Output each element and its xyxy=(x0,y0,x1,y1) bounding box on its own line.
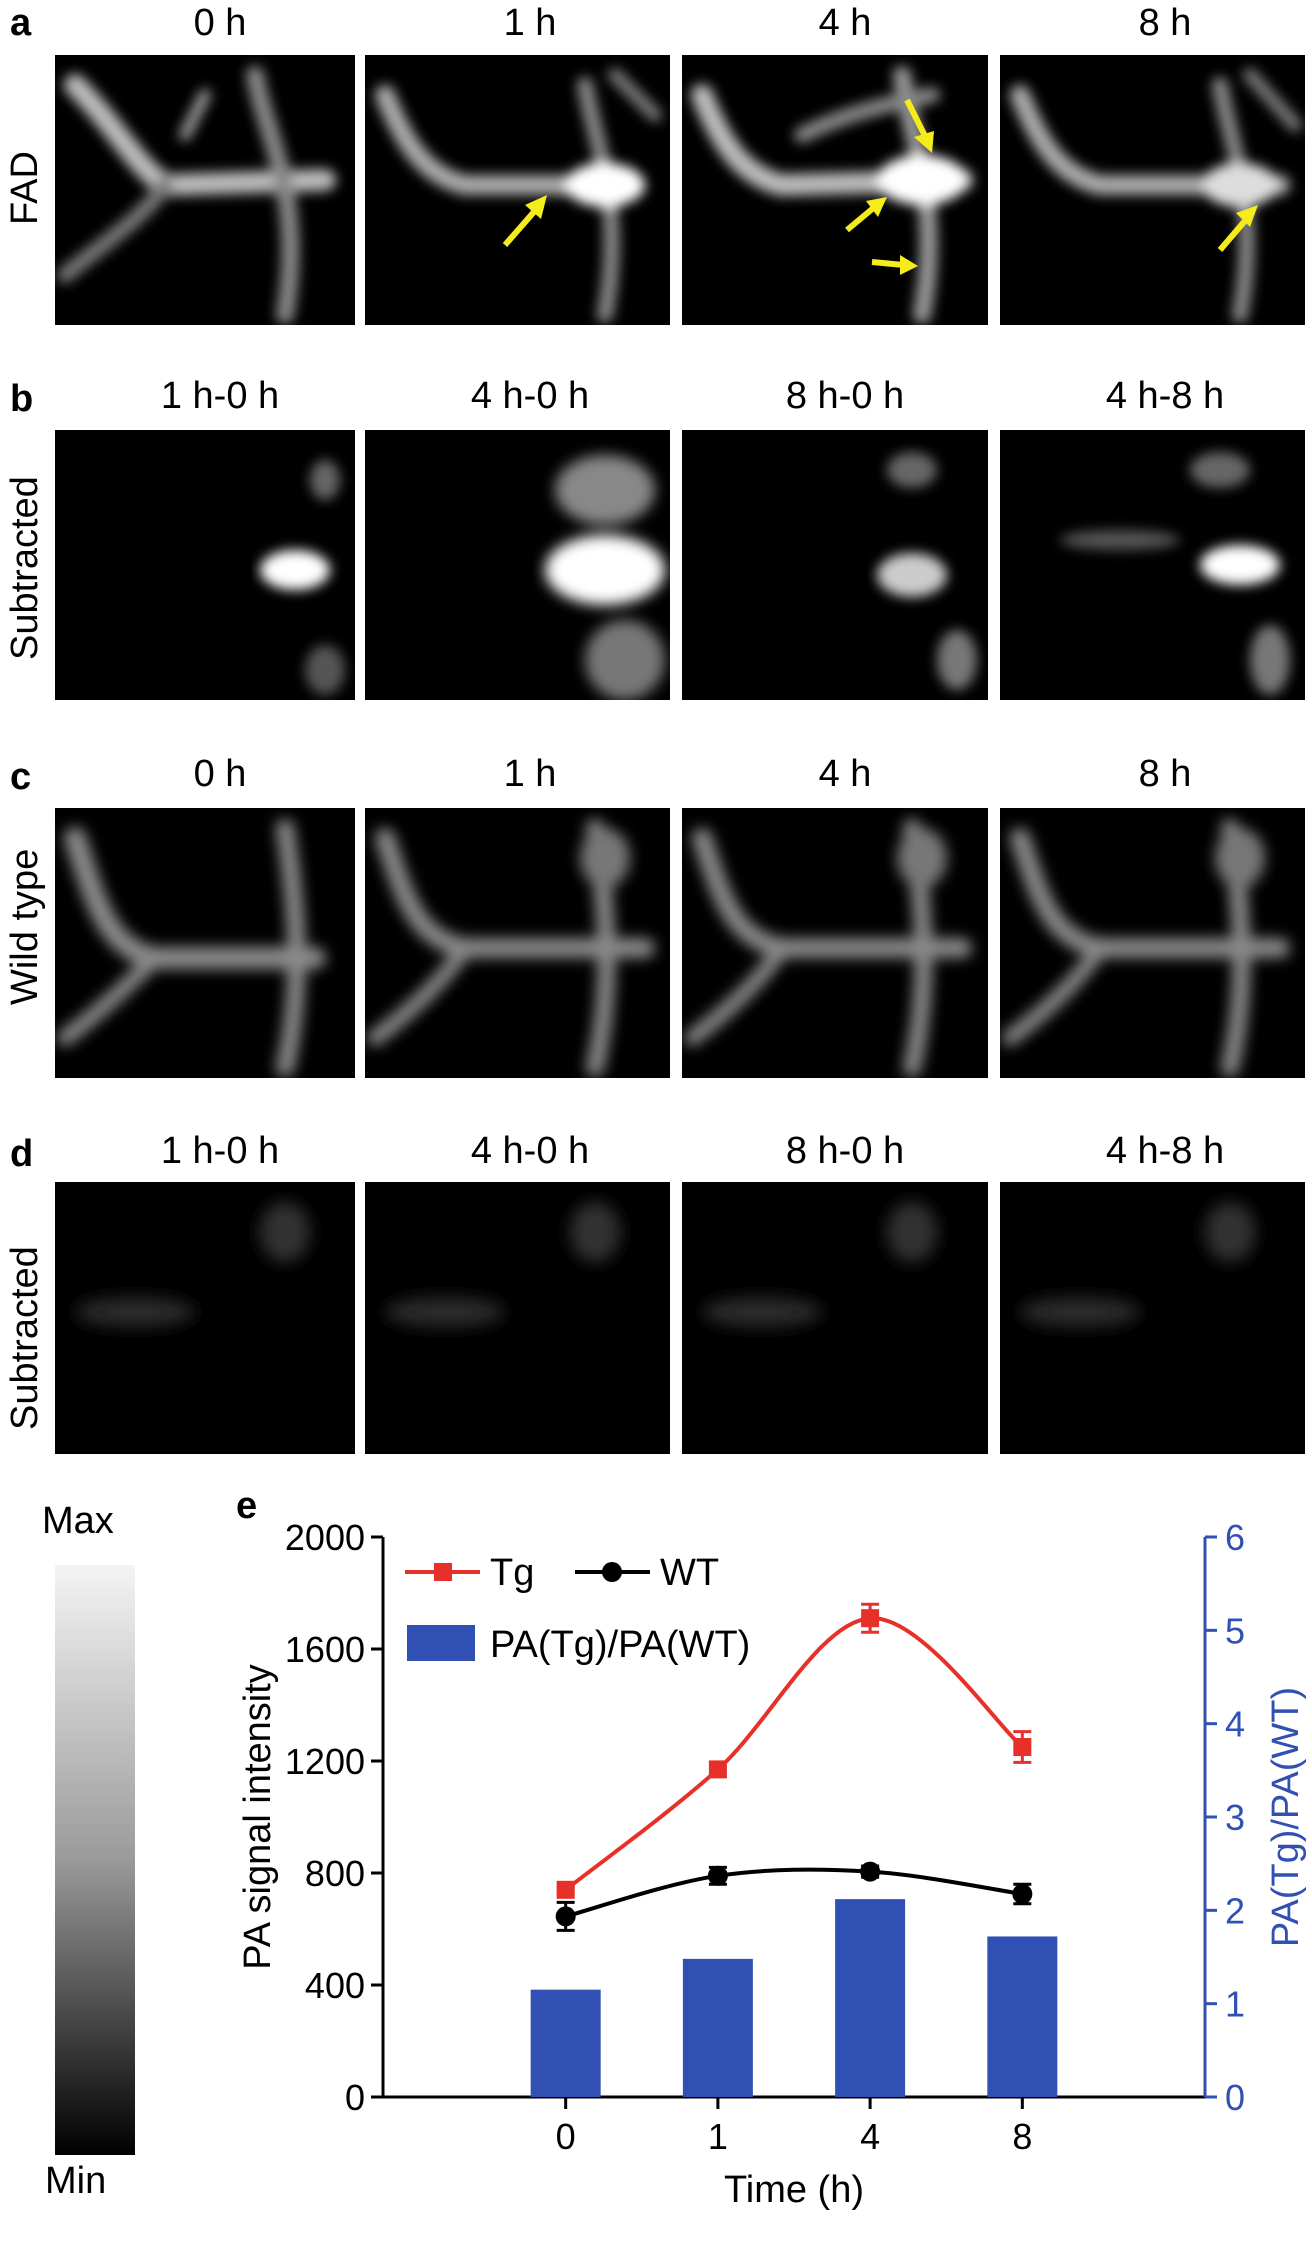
col-label-d0: 1 h-0 h xyxy=(160,1130,280,1172)
panel-letter-d: d xyxy=(10,1133,34,1175)
col-label-a0: 0 h xyxy=(193,2,247,44)
panel-letter-b: b xyxy=(10,378,34,420)
series-line-wt xyxy=(565,1867,1023,1919)
pa-image-fad-0h xyxy=(55,55,355,325)
col-label-c2: 4 h xyxy=(818,753,872,795)
legend-label-ratio: PA(Tg)/PA(WT) xyxy=(490,1624,750,1666)
pa-image-wt-0h xyxy=(55,808,355,1078)
y2-tick-label: 6 xyxy=(1225,1517,1245,1558)
y-tick-label: 0 xyxy=(345,2077,365,2118)
y-tick-label: 1200 xyxy=(285,1741,365,1782)
data-point xyxy=(708,1760,727,1779)
y-tick-label: 400 xyxy=(305,1965,365,2006)
ratio-bar xyxy=(530,1989,601,2097)
row-label-d: Subtracted xyxy=(4,1246,46,1430)
pa-image-sub-4h-8h xyxy=(1000,430,1305,700)
data-point xyxy=(860,1861,881,1882)
col-label-d1: 4 h-0 h xyxy=(470,1130,590,1172)
y2-axis-label: PA(Tg)/PA(WT) xyxy=(1265,1687,1307,1947)
x-tick-label: 4 xyxy=(860,2116,880,2157)
pa-image-fad-4h xyxy=(682,55,988,325)
col-label-a3: 8 h xyxy=(1138,2,1192,44)
row-label-a: FAD xyxy=(4,151,46,225)
data-point xyxy=(707,1865,728,1886)
x-tick-label: 8 xyxy=(1012,2116,1032,2157)
colorbar-max-label: Max xyxy=(42,1500,114,1542)
y2-tick-label: 4 xyxy=(1225,1704,1245,1745)
y2-tick-label: 2 xyxy=(1225,1890,1245,1931)
colorbar xyxy=(55,1565,135,2155)
legend-marker-tg xyxy=(434,1563,452,1581)
pa-image-wtsub-4h-0h xyxy=(365,1182,670,1454)
data-point xyxy=(1012,1884,1033,1904)
col-label-b1: 4 h-0 h xyxy=(470,375,590,417)
series-line-tg xyxy=(564,1616,1024,1892)
data-point xyxy=(861,1609,880,1628)
row-label-c: Wild type xyxy=(4,848,46,1005)
col-label-c3: 8 h xyxy=(1138,753,1192,795)
y-tick-label: 2000 xyxy=(285,1517,365,1558)
x-axis-label: Time (h) xyxy=(724,2169,864,2211)
pa-image-fad-1h xyxy=(365,55,670,325)
pa-image-fad-8h xyxy=(1000,55,1305,325)
col-label-c0: 0 h xyxy=(193,753,247,795)
y2-tick-label: 5 xyxy=(1225,1610,1245,1651)
col-label-a1: 1 h xyxy=(503,2,557,44)
col-label-c1: 1 h xyxy=(503,753,557,795)
legend-marker-wt xyxy=(602,1562,622,1582)
ratio-bar xyxy=(987,1936,1058,2097)
colorbar-min-label: Min xyxy=(45,2160,107,2202)
panel-letter-a: a xyxy=(10,2,32,44)
data-point xyxy=(555,1906,576,1927)
x-tick-label: 1 xyxy=(708,2116,728,2157)
col-label-a2: 4 h xyxy=(818,2,872,44)
pa-image-sub-1h-0h xyxy=(55,430,355,700)
col-label-b2: 8 h-0 h xyxy=(785,375,905,417)
y-tick-label: 1600 xyxy=(285,1629,365,1670)
panel-letter-c: c xyxy=(10,756,32,798)
y2-tick-label: 1 xyxy=(1225,1984,1245,2025)
legend-marker-ratio xyxy=(407,1625,475,1661)
pa-image-wtsub-1h-0h xyxy=(55,1182,355,1454)
data-point xyxy=(556,1880,575,1899)
pa-image-wt-1h xyxy=(365,808,670,1078)
y2-tick-label: 3 xyxy=(1225,1797,1245,1838)
ratio-bar xyxy=(682,1958,753,2097)
col-label-b3: 4 h-8 h xyxy=(1105,375,1225,417)
pa-image-wt-8h xyxy=(1000,808,1305,1078)
pa-image-wtsub-8h-0h xyxy=(682,1182,988,1454)
ratio-bar xyxy=(835,1899,906,2097)
y2-tick-label: 0 xyxy=(1225,2077,1245,2118)
pa-image-wt-4h xyxy=(682,808,988,1078)
legend-label-wt: WT xyxy=(660,1552,719,1594)
y-axis-label: PA signal intensity xyxy=(237,1664,279,1970)
col-label-d2: 8 h-0 h xyxy=(785,1130,905,1172)
x-tick-label: 0 xyxy=(556,2116,576,2157)
y-tick-label: 800 xyxy=(305,1853,365,1894)
row-label-b: Subtracted xyxy=(4,476,46,660)
col-label-d3: 4 h-8 h xyxy=(1105,1130,1225,1172)
pa-image-wtsub-4h-8h xyxy=(1000,1182,1305,1454)
col-label-b0: 1 h-0 h xyxy=(160,375,280,417)
data-point xyxy=(1013,1738,1032,1756)
pa-image-sub-4h-0h xyxy=(365,430,670,700)
legend-label-tg: Tg xyxy=(490,1552,534,1594)
panel-letter-e: e xyxy=(236,1485,258,1527)
pa-signal-chart: 0 400 800 1200 1600 2000 0 1 2 3 4 5 6 0 1 4 8 Time (h) PA… xyxy=(237,1517,1307,2211)
pa-image-sub-8h-0h xyxy=(682,430,988,700)
